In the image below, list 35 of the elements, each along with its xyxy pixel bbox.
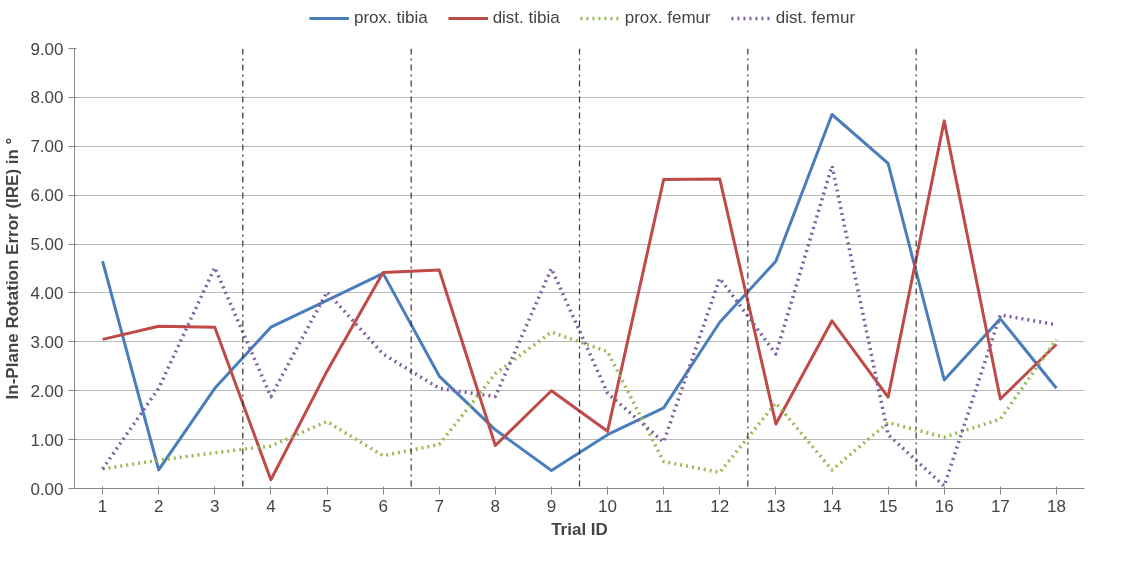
legend-label: dist. tibia <box>492 8 560 28</box>
y-tick-label: 3.00 <box>30 332 64 352</box>
x-tick-label: 11 <box>654 496 673 516</box>
x-tick-label: 7 <box>434 496 444 516</box>
y-tick-label: 0.00 <box>30 479 64 499</box>
x-tick-label: 1 <box>97 496 108 516</box>
y-tick-label: 6.00 <box>30 186 64 206</box>
x-tick-label: 2 <box>153 496 164 516</box>
x-tick-label: 13 <box>766 496 786 516</box>
x-tick-label: 9 <box>546 496 557 516</box>
x-tick-label: 16 <box>934 496 954 516</box>
y-tick-label: 7.00 <box>30 137 64 157</box>
x-tick-label: 4 <box>266 496 276 516</box>
y-axis-title: In-Plane Rotation Error (IRE) in ° <box>3 137 23 400</box>
y-tick-label: 9.00 <box>30 39 64 59</box>
legend-label: prox. femur <box>624 8 711 28</box>
legend-label: dist. femur <box>775 8 856 28</box>
line-series <box>100 330 1059 475</box>
y-tick-label: 2.00 <box>30 381 64 401</box>
x-axis-title: Trial ID <box>551 519 608 539</box>
y-tick-label: 1.00 <box>30 430 64 450</box>
x-tick-label: 15 <box>878 496 898 516</box>
x-tick-label: 17 <box>990 496 1010 516</box>
x-tick-label: 6 <box>378 496 388 516</box>
x-tick-label: 3 <box>210 496 220 516</box>
y-tick-label: 5.00 <box>30 235 64 255</box>
x-tick-label: 5 <box>322 496 332 516</box>
x-tick-label: 14 <box>822 496 842 516</box>
x-tick-label: 18 <box>1046 496 1066 516</box>
x-tick-label: 10 <box>598 496 618 516</box>
x-tick-label: 8 <box>490 496 501 516</box>
y-tick-label: 4.00 <box>30 283 64 303</box>
x-tick-label: 12 <box>710 496 730 516</box>
legend-label: prox. tibia <box>353 8 428 28</box>
y-tick-label: 8.00 <box>30 88 64 108</box>
